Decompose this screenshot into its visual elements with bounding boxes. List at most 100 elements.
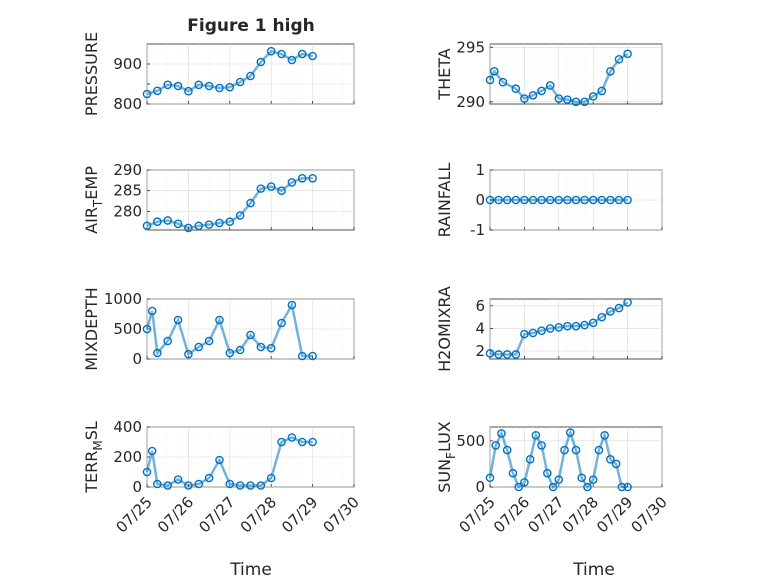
data-point: [502, 350, 512, 359]
data-point: [491, 441, 501, 450]
y-tick-label: 290: [113, 161, 142, 179]
data-point: [266, 343, 276, 353]
data-point: [256, 481, 266, 490]
y-tick-label: 280: [113, 202, 142, 220]
series-line: [488, 428, 628, 490]
data-point: [297, 437, 307, 447]
data-point: [623, 298, 632, 307]
data-point: [571, 445, 581, 455]
data-point: [204, 473, 214, 483]
x-tick-label: 07/29: [593, 493, 636, 536]
data-point: [225, 348, 235, 358]
data-point: [277, 49, 286, 59]
data-point: [563, 95, 572, 104]
series-line: [145, 436, 313, 487]
y-tick-label: 285: [113, 182, 142, 200]
x-tick-label: 07/27: [524, 493, 567, 536]
data-point: [142, 467, 152, 477]
data-point: [597, 86, 607, 96]
data-point: [528, 328, 538, 338]
data-point: [485, 473, 495, 483]
data-point: [215, 83, 224, 93]
data-point: [142, 89, 152, 99]
data-point: [528, 195, 538, 205]
data-point: [548, 482, 558, 492]
data-point: [617, 482, 627, 492]
data-point: [194, 80, 204, 90]
data-point: [485, 75, 495, 85]
data-point: [520, 94, 529, 103]
data-point: [588, 475, 598, 484]
data-point: [565, 428, 575, 437]
data-point: [297, 173, 307, 183]
data-point: [173, 475, 183, 484]
data-point: [563, 195, 572, 205]
data-point: [497, 429, 506, 438]
data-point: [614, 303, 624, 313]
data-point: [194, 342, 204, 352]
data-point: [142, 324, 152, 334]
y-tick-label: 290: [456, 93, 485, 111]
data-point: [511, 350, 521, 359]
data-point: [246, 330, 255, 340]
data-point: [173, 315, 183, 325]
data-point: [498, 77, 508, 87]
data-point: [554, 94, 564, 103]
data-point: [163, 216, 172, 225]
data-point: [537, 326, 546, 335]
data-point: [256, 184, 266, 193]
y-tick-label: 2: [475, 342, 485, 360]
y-tick-label: 500: [456, 432, 485, 450]
data-point: [142, 221, 152, 231]
data-point: [594, 445, 604, 455]
data-point: [623, 482, 632, 492]
data-point: [614, 54, 624, 64]
x-tick-label: 07/27: [195, 493, 238, 536]
subplot-h2omixra: 2 4 6 H2OMIXRA: [435, 286, 663, 372]
data-point: [520, 329, 529, 339]
x-axis-label-left: Time: [229, 560, 272, 580]
subplot-air-temp: 280 285 290 AIRTEMP: [82, 161, 355, 234]
figure-title: Figure 1 high: [187, 16, 315, 36]
data-point: [489, 66, 499, 76]
y-tick-label: 1: [475, 161, 485, 179]
data-point: [580, 97, 589, 107]
data-point: [215, 218, 224, 228]
data-point: [588, 92, 598, 101]
data-point: [287, 300, 297, 310]
y-tick-label: 0: [132, 478, 142, 496]
data-point: [194, 221, 204, 231]
data-point: [215, 315, 224, 325]
data-point: [163, 336, 172, 346]
data-point: [571, 97, 581, 107]
data-point: [525, 455, 535, 464]
data-point: [246, 481, 255, 490]
y-axis-label: THETA: [435, 48, 454, 100]
y-tick-label: 800: [113, 95, 142, 113]
data-point: [256, 57, 266, 67]
data-point: [537, 86, 546, 96]
data-point: [204, 220, 214, 229]
data-point: [308, 173, 317, 183]
data-point: [225, 479, 235, 489]
x-tick-label: 07/28: [559, 493, 602, 536]
data-point: [204, 336, 214, 346]
data-point: [520, 195, 529, 205]
data-point: [514, 482, 523, 492]
data-point: [246, 198, 255, 208]
y-axis-label: SUNFLUX: [435, 421, 458, 493]
data-point: [173, 81, 183, 91]
data-point: [308, 351, 317, 361]
data-point: [571, 321, 581, 331]
y-tick-label: 0: [132, 350, 142, 368]
data-point: [614, 195, 624, 205]
x-axis-label-right: Time: [572, 560, 615, 580]
data-point: [508, 468, 518, 478]
data-point: [485, 195, 495, 205]
data-point: [606, 455, 615, 464]
data-point: [577, 473, 587, 483]
data-point: [511, 195, 521, 205]
